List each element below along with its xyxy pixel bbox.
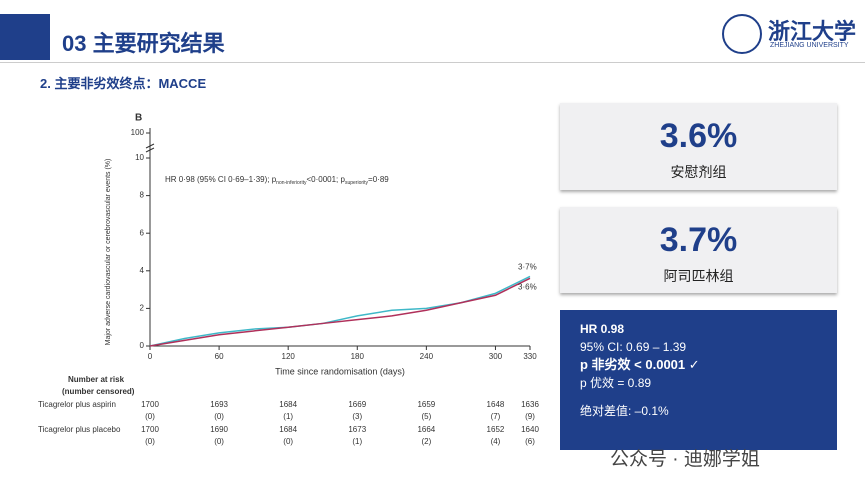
y-tick-label: 4	[140, 266, 145, 275]
logo	[722, 14, 762, 54]
end-label: 3·6%	[518, 282, 537, 291]
p-sup: p 优效 = 0.89	[580, 376, 652, 390]
y-tick-label: 6	[140, 228, 145, 237]
at-risk: 1636	[521, 400, 539, 409]
censored: (4)	[491, 437, 501, 446]
card-label: 阿司匹林组	[663, 268, 734, 284]
y-tick-label: 0	[140, 341, 145, 350]
censored: (6)	[525, 437, 535, 446]
censored: (0)	[214, 412, 224, 421]
censored: (1)	[352, 437, 362, 446]
censored: (0)	[145, 437, 155, 446]
panel-label: B	[135, 113, 142, 124]
annotation-part: HR 0·98 (95% CI 0·69–1·39); p	[165, 175, 277, 184]
header-title: 03 主要研究结果	[62, 26, 225, 58]
logo-cn: 浙江大学	[768, 19, 857, 44]
y-tick-label: 10	[135, 153, 144, 162]
at-risk: 1700	[141, 400, 159, 409]
at-risk: 1700	[141, 425, 159, 434]
y-tick-label: 2	[140, 304, 145, 313]
header-bar	[0, 14, 50, 60]
at-risk: 1684	[279, 400, 297, 409]
card-label: 安慰剂组	[670, 164, 727, 180]
y-tick-label: 8	[140, 191, 145, 200]
at-risk: 1648	[487, 400, 505, 409]
p-noninf: p 非劣效 < 0.0001 ✓	[580, 357, 700, 372]
at-risk: 1673	[348, 425, 366, 434]
summary-box: HR 0.98 95% CI: 0.69 – 1.39 p 非劣效 < 0.00…	[560, 310, 837, 450]
risk-title: Number at risk	[68, 375, 125, 384]
end-label: 3·7%	[518, 263, 537, 272]
x-tick-label: 240	[420, 352, 434, 361]
subtitle: 2. 主要非劣效终点：MACCE	[40, 76, 207, 91]
diff: 绝对差值: –0.1%	[580, 404, 669, 418]
annotation: HR 0·98 (95% CI 0·69–1·39); pnon-inferio…	[165, 175, 389, 186]
km-curve	[149, 277, 531, 347]
card-value: 3.7%	[659, 221, 738, 259]
x-tick-label: 330	[523, 352, 537, 361]
axis-break	[145, 143, 155, 153]
x-tick-label: 120	[282, 352, 296, 361]
annotation-part: <0·0001; p	[306, 175, 345, 184]
censored: (7)	[491, 412, 501, 421]
x-tick-label: 300	[489, 352, 503, 361]
x-tick-label: 180	[351, 352, 365, 361]
y-tick-label: 100	[131, 128, 145, 137]
at-risk: 1652	[487, 425, 505, 434]
censored: (0)	[145, 412, 155, 421]
risk-row-name: Ticagrelor plus placebo	[38, 425, 121, 434]
x-axis-label: Time since randomisation (days)	[275, 366, 405, 376]
logo-en: ZHEJIANG UNIVERSITY	[770, 42, 849, 49]
at-risk: 1690	[210, 425, 228, 434]
risk-row-name: Ticagrelor plus aspirin	[38, 400, 116, 409]
at-risk: 1640	[521, 425, 539, 434]
censored: (3)	[352, 412, 362, 421]
risk-subtitle: (number censored)	[62, 387, 135, 396]
x-tick-label: 60	[215, 352, 224, 361]
censored: (0)	[283, 437, 293, 446]
hr: HR 0.98	[580, 322, 625, 336]
at-risk: 1684	[279, 425, 297, 434]
x-tick-label: 0	[148, 352, 153, 361]
watermark: 公众号 · 迪娜学姐	[610, 449, 760, 470]
censored: (5)	[421, 412, 431, 421]
card: 3.7% 阿司匹林组	[560, 207, 837, 293]
censored: (2)	[421, 437, 431, 446]
annotation-part: =0·89	[368, 175, 389, 184]
km-curve	[149, 275, 531, 347]
annotation-part: non-inferiority	[276, 180, 307, 186]
y-axis-label: Major adverse cardiovascular or cerebrov…	[105, 159, 112, 346]
censored: (0)	[214, 437, 224, 446]
card-value: 3.6%	[659, 117, 738, 155]
header-rule	[0, 62, 865, 63]
censored: (1)	[283, 412, 293, 421]
at-risk: 1669	[348, 400, 366, 409]
at-risk: 1664	[417, 425, 435, 434]
annotation-part: superiority	[345, 180, 369, 186]
title: 主要研究结果	[92, 31, 225, 56]
at-risk: 1693	[210, 400, 228, 409]
ci: 95% CI: 0.69 – 1.39	[580, 340, 687, 354]
section-number: 03	[62, 31, 87, 56]
card: 3.6% 安慰剂组	[560, 103, 837, 190]
censored: (9)	[525, 412, 535, 421]
at-risk: 1659	[417, 400, 435, 409]
